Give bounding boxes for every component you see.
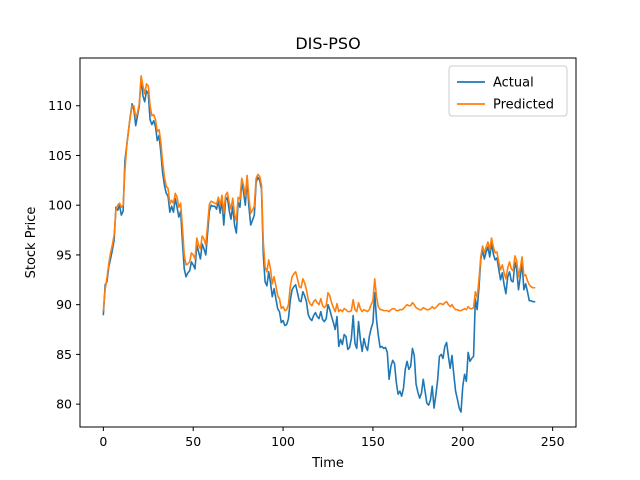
x-axis-ticks: 0 50 100 150 200 250 [99, 427, 565, 449]
series-line-actual [102, 77, 536, 413]
y-tick-label: 90 [56, 297, 72, 312]
y-axis-ticks: 80 85 90 95 100 105 110 [48, 98, 80, 412]
plot-frame [79, 57, 577, 428]
y-tick-label: 105 [48, 148, 72, 163]
legend: Actual Predicted [448, 65, 568, 117]
y-tick-label: 85 [56, 347, 72, 362]
y-tick-label: 95 [56, 247, 72, 262]
series-layer [102, 75, 536, 413]
x-tick-label: 150 [361, 434, 385, 449]
y-tick-label: 110 [48, 98, 72, 113]
legend-label: Actual [493, 76, 534, 91]
x-tick-label: 100 [271, 434, 295, 449]
y-tick-label: 100 [48, 198, 72, 213]
x-tick-label: 200 [451, 434, 475, 449]
legend-items: Actual Predicted [457, 76, 554, 113]
x-tick-label: 250 [541, 434, 565, 449]
legend-label: Predicted [493, 98, 554, 113]
x-tick-label: 50 [185, 434, 201, 449]
y-axis-label: Stock Price [24, 207, 39, 279]
x-tick-label: 0 [99, 434, 107, 449]
chart-title: DIS-PSO [295, 34, 360, 53]
series-line-predicted [102, 75, 536, 313]
x-axis-label: Time [311, 456, 344, 471]
y-tick-label: 80 [56, 397, 72, 412]
